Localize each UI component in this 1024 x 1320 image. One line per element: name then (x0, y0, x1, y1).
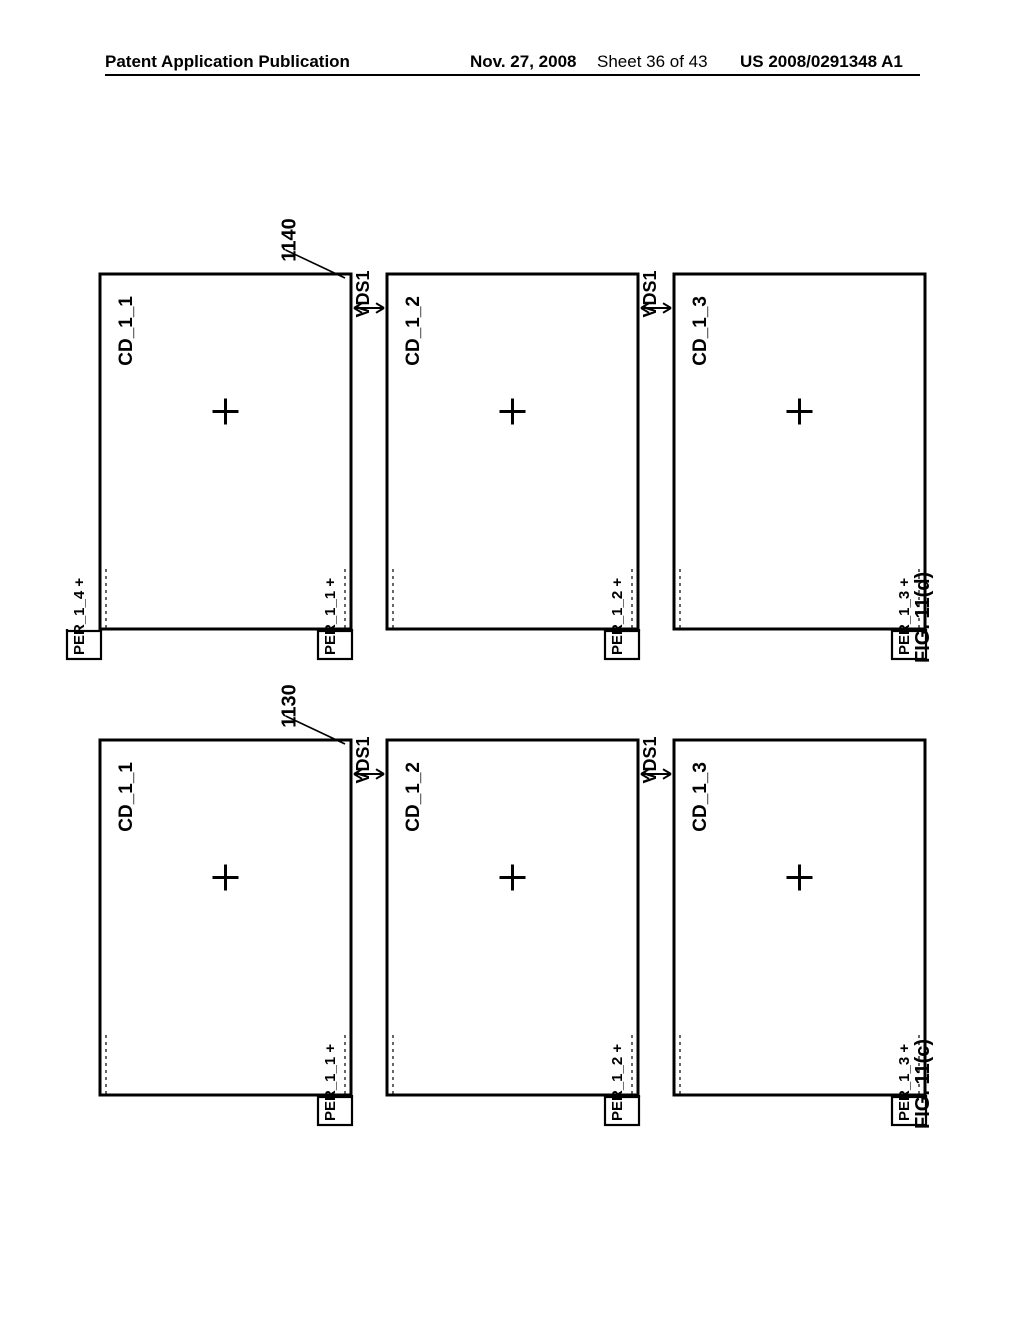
svg-text:PER_1_2 +: PER_1_2 + (609, 1044, 626, 1121)
svg-text:VDS1: VDS1 (353, 736, 373, 783)
svg-text:VDS1: VDS1 (353, 270, 373, 317)
svg-text:PER_1_3 +: PER_1_3 + (896, 578, 913, 655)
svg-text:VDS1: VDS1 (640, 270, 660, 317)
svg-text:FIG. 11(c): FIG. 11(c) (912, 1039, 934, 1129)
svg-text:CD_1_2: CD_1_2 (403, 762, 424, 832)
svg-text:CD_1_1: CD_1_1 (116, 296, 137, 366)
svg-text:FIG. 11(d): FIG. 11(d) (912, 572, 934, 663)
svg-text:CD_1_2: CD_1_2 (403, 296, 424, 366)
svg-text:VDS1: VDS1 (640, 736, 660, 783)
svg-text:PER_1_4 +: PER_1_4 + (71, 578, 88, 655)
svg-text:PER_1_1 +: PER_1_1 + (322, 1044, 339, 1121)
page: Patent Application Publication Nov. 27, … (0, 0, 1024, 1320)
svg-text:CD_1_3: CD_1_3 (690, 762, 711, 832)
svg-text:CD_1_1: CD_1_1 (116, 762, 137, 832)
svg-text:PER_1_3 +: PER_1_3 + (896, 1044, 913, 1121)
diagrams: CD_1_1 CD_1_2 CD_1_3 VDS1 VDS1 PER_1_1 + PER_1… (0, 0, 1024, 1320)
svg-text:PER_1_2 +: PER_1_2 + (609, 578, 626, 655)
svg-text:CD_1_3: CD_1_3 (690, 296, 711, 366)
svg-text:PER_1_1 +: PER_1_1 + (322, 578, 339, 655)
